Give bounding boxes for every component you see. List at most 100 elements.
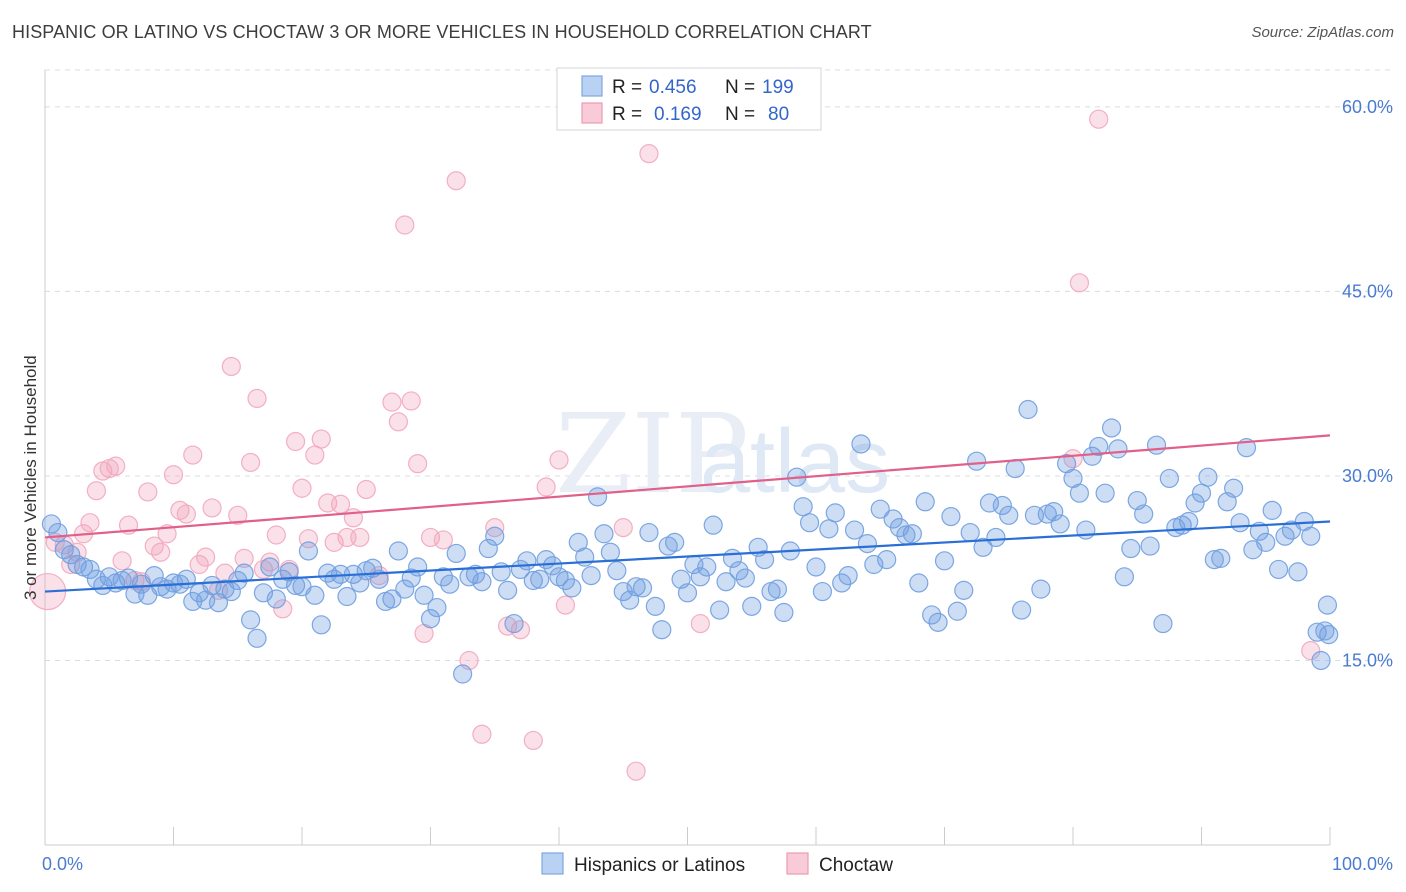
hispanic-point [498,580,518,600]
hispanic-point [1159,468,1179,489]
hispanic-point [266,589,286,609]
choctaw-point [388,412,408,432]
hispanic-point [774,602,794,623]
hispanic-point [1076,520,1096,540]
hispanic-point [928,612,948,632]
hispanic-points [41,399,1339,684]
hispanic-point [54,540,74,560]
hispanic-point [1268,559,1289,580]
chart-source: Source: ZipAtlas.com [1251,24,1394,41]
hispanic-point [992,495,1012,516]
hispanic-point [1044,502,1064,522]
hispanic-point [260,557,280,577]
hispanic-point [388,541,408,561]
hispanic-point [960,522,980,543]
hispanic-point [587,487,608,507]
trend-lines [44,434,1331,593]
hispanic-point [163,573,184,593]
hispanic-point [799,513,820,533]
choctaw-point [1069,273,1090,293]
choctaw-point [356,479,376,500]
hispanic-point [793,497,813,517]
hispanic-point [1082,446,1102,466]
hispanic-point [665,532,685,552]
choctaw-point [408,454,428,474]
hispanic-point [870,499,890,519]
hispanic-point [639,522,659,543]
hispanic-point [1185,493,1205,513]
choctaw-point [112,551,132,571]
hispanic-point [202,575,222,596]
hispanic-point [234,563,254,583]
hispanic-point [485,526,505,546]
hispanic-point [542,556,563,576]
bottom-legend-label: Hispanics or Latinos [574,855,745,876]
hispanic-point [941,506,961,527]
hispanic-point [915,492,935,512]
hispanic-trend-line [44,520,1331,593]
hispanic-point [844,520,865,540]
legend-n-value: 80 [768,104,789,125]
hispanic-point [337,586,357,607]
hispanic-point [1101,418,1122,438]
legend-r-value: 0.169 [654,104,702,125]
choctaw-point [260,552,280,572]
choctaw-point [690,613,710,634]
hispanic-point [729,561,749,581]
hispanic-point [1288,562,1308,582]
hispanic-point [530,569,550,589]
choctaw-point [311,429,331,449]
hispanic-point [408,557,428,577]
hispanic-point [440,574,460,594]
choctaw-point [305,445,325,465]
y-axis-title: 3 or more Vehicles in Household [21,355,40,600]
hispanic-point [465,564,486,584]
choctaw-point [395,215,415,235]
hispanic-point [697,557,717,577]
hispanic-point [1108,439,1128,459]
choctaw-point [382,392,402,412]
hispanic-point [48,522,68,543]
choctaw-point [639,144,659,164]
choctaw-point [446,171,466,191]
x-tick-label: 100.0% [1332,854,1393,874]
hispanic-point [562,578,582,598]
hispanic-point [523,570,543,591]
hispanic-point [504,613,524,634]
tick-labels: 15.0% 30.0% 45.0% 60.0% 0.0% 100.0% [42,97,1393,874]
hispanic-point [1301,526,1321,546]
hispanic-point [934,551,955,571]
hispanic-point [838,565,858,586]
hispanic-point [947,601,967,621]
choctaw-point [80,513,100,533]
choctaw-point [234,548,254,568]
choctaw-point [151,542,171,562]
hispanic-point [311,615,331,635]
hispanic-point [414,585,434,605]
hispanic-point [61,545,81,565]
hispanic-point [401,568,421,588]
legend-swatch-pink [581,102,603,124]
hispanic-point [369,569,389,589]
hispanic-point [433,567,453,587]
bottom-legend-swatch-pink [786,852,809,875]
hispanic-point [453,664,473,684]
choctaw-point [330,494,351,514]
hispanic-point [1146,435,1167,455]
hispanic-point [478,538,498,559]
choctaw-point [613,518,633,538]
choctaw-point [433,530,453,550]
hispanic-point [877,550,897,570]
hispanic-point [298,541,319,561]
hispanic-point [902,524,922,544]
hispanic-point [1315,621,1335,641]
choctaw-point [1063,449,1083,469]
choctaw-trend-line [44,434,1331,539]
hispanic-point [1134,504,1154,524]
hispanic-point [1114,567,1135,587]
hispanic-point [1230,513,1250,533]
hispanic-point [626,577,646,597]
hispanic-point [517,551,537,571]
hispanic-point [632,578,653,598]
